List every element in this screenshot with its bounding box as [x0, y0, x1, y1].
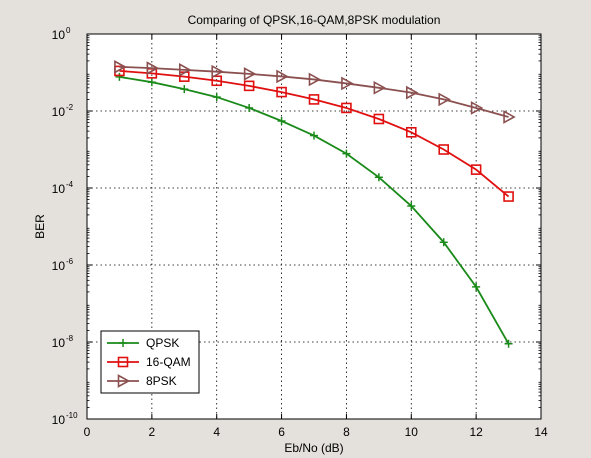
- y-tick-exponent: -8: [66, 334, 74, 343]
- data-point: [438, 144, 450, 155]
- y-tick-exponent: -4: [66, 180, 74, 189]
- data-point: [180, 85, 189, 94]
- data-point: [114, 60, 127, 74]
- data-point: [439, 238, 448, 247]
- x-tick-label: 6: [278, 425, 285, 439]
- x-tick-label: 12: [469, 425, 483, 439]
- series-layer: [114, 60, 516, 348]
- data-point: [342, 149, 351, 158]
- legend-item: 16-QAM: [107, 355, 191, 369]
- data-point: [310, 131, 318, 140]
- legend-item: 8PSK: [107, 374, 177, 388]
- y-tick-label: 10: [52, 182, 66, 196]
- series-line: [119, 70, 510, 198]
- data-point: [470, 101, 484, 115]
- x-tick-label: 2: [149, 425, 156, 439]
- series-8psk: [114, 60, 516, 124]
- data-point: [470, 164, 482, 175]
- y-tick-exponent: -2: [66, 103, 74, 112]
- y-tick-label: 10: [52, 259, 66, 273]
- data-point: [211, 75, 223, 87]
- y-tick-exponent: -10: [66, 411, 78, 420]
- data-point: [277, 116, 286, 125]
- y-tick-exponent: 0: [66, 26, 71, 35]
- x-tick-label: 10: [405, 425, 419, 439]
- data-point: [211, 64, 224, 79]
- data-point: [212, 93, 221, 102]
- data-point: [308, 72, 322, 87]
- plot-frame: [86, 33, 542, 420]
- data-point: [472, 282, 481, 291]
- x-tick-label: 4: [213, 425, 220, 439]
- data-point: [276, 69, 289, 84]
- y-tick-label: 10: [52, 105, 66, 119]
- data-point: [243, 67, 257, 81]
- legend-marker: [117, 374, 131, 388]
- data-point: [146, 61, 160, 75]
- legend-marker: [119, 339, 127, 347]
- data-point: [504, 339, 513, 348]
- legend-label: 8PSK: [146, 374, 177, 388]
- data-point: [374, 173, 383, 182]
- chart-title: Comparing of QPSK,16-QAM,8PSK modulation: [188, 13, 441, 27]
- data-point: [308, 94, 320, 105]
- y-tick-label: 10: [52, 28, 66, 42]
- data-point: [341, 102, 352, 114]
- data-point: [115, 72, 124, 81]
- data-point: [405, 85, 419, 100]
- data-point: [503, 110, 516, 124]
- x-tick-label: 8: [343, 425, 350, 439]
- data-point: [373, 113, 385, 125]
- legend: QPSK 16-QAM 8PSK: [100, 330, 200, 394]
- data-point: [147, 78, 156, 87]
- data-point: [438, 92, 451, 107]
- data-point: [341, 76, 354, 91]
- data-point: [407, 202, 416, 211]
- legend-marker: [117, 356, 129, 368]
- legend-item: QPSK: [107, 336, 179, 350]
- data-point: [405, 126, 417, 138]
- x-tick-label: 0: [84, 425, 91, 439]
- legend-label: 16-QAM: [146, 355, 191, 369]
- data-point: [373, 80, 387, 95]
- data-point: [503, 191, 514, 202]
- data-point: [245, 103, 254, 112]
- data-point: [178, 63, 192, 77]
- y-tick-label: 10: [52, 413, 66, 427]
- y-tick-exponent: -6: [66, 257, 74, 266]
- series-qpsk: [115, 72, 513, 348]
- x-tick-label: 14: [534, 425, 548, 439]
- y-axis-label: BER: [33, 214, 47, 239]
- data-point: [276, 86, 287, 98]
- x-axis-label: Eb/No (dB): [284, 441, 343, 455]
- y-tick-label: 10: [52, 336, 66, 350]
- series-line: [119, 65, 509, 118]
- data-point: [243, 80, 255, 92]
- legend-label: QPSK: [146, 336, 179, 350]
